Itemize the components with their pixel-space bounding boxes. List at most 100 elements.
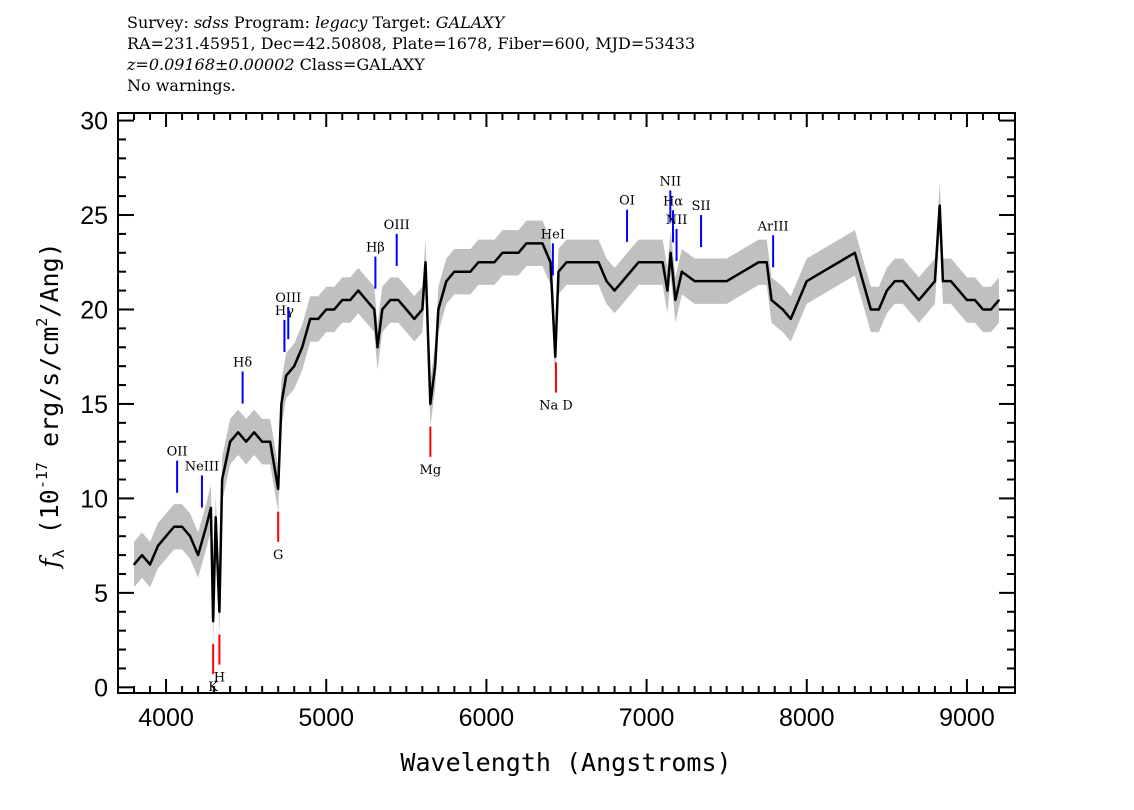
emission-line-label: Hα — [663, 194, 683, 209]
flux-point — [629, 270, 632, 273]
x-tick-label: 6000 — [459, 704, 515, 732]
flux-point — [681, 270, 683, 273]
flux-point — [376, 346, 379, 349]
flux-point — [453, 270, 456, 273]
flux-point — [445, 280, 448, 282]
flux-point — [477, 261, 480, 264]
flux-point — [389, 299, 392, 301]
survey-label: Survey: — [127, 13, 189, 32]
y-title-f: f — [35, 555, 64, 570]
flux-point — [229, 440, 231, 443]
flux-point — [413, 318, 416, 320]
flux-point — [605, 280, 608, 282]
flux-line — [133, 204, 1000, 623]
flux-point — [181, 525, 183, 528]
flux-point — [485, 261, 488, 264]
axis-ticks: 4000 5000 6000 7000 8000 9000 0 5 10 15 20 25 30 — [80, 108, 1016, 732]
flux-point — [280, 403, 283, 405]
header-coordinates-line: RA=231.45951, Dec=42.50808, Plate=1678, … — [127, 34, 696, 53]
flux-point — [653, 261, 656, 264]
flux-point — [765, 261, 768, 264]
flux-point — [434, 365, 436, 367]
flux-point — [149, 563, 151, 566]
flux-point — [253, 431, 255, 434]
y-tick-label: 0 — [94, 674, 108, 702]
flux-point — [309, 318, 312, 320]
flux-point — [349, 299, 352, 301]
flux-point — [285, 374, 287, 377]
x-tick-label: 8000 — [779, 704, 835, 732]
flux-point — [189, 535, 191, 537]
spectral-line-markers: OIINeIIIHδHγOIIIHβOIIIHeIOINIIHαNIISIIAr… — [167, 174, 789, 695]
emission-line-label: HeI — [541, 227, 565, 242]
flux-point — [938, 204, 941, 207]
class-value: Class=GALAXY — [299, 55, 425, 74]
target-value: GALAXY — [435, 13, 505, 32]
x-tick-label: 9000 — [939, 704, 995, 732]
flux-point — [173, 525, 175, 528]
flux-point — [789, 318, 792, 320]
survey-value: sdss — [193, 13, 229, 32]
y-tick-label: 5 — [94, 580, 108, 608]
y-title-c: /Ang) — [35, 242, 64, 317]
spectrum-header: Survey: sdss Program: legacy Target: GAL… — [127, 12, 695, 96]
flux-point — [261, 440, 263, 443]
flux-point — [621, 280, 624, 282]
flux-point — [942, 280, 944, 282]
flux-point — [157, 544, 159, 547]
emission-line-label: Hγ — [275, 304, 294, 319]
flux-point — [237, 431, 239, 434]
flux-point — [549, 261, 552, 264]
y-title-sub: λ — [50, 549, 68, 558]
flux-point — [757, 261, 760, 264]
header-redshift-line: z=0.09168±0.00002 Class=GALAXY — [127, 54, 695, 75]
flux-point — [565, 261, 568, 264]
flux-point — [666, 289, 669, 292]
target-label: Target: — [372, 13, 431, 32]
flux-point — [770, 299, 773, 301]
y-tick-label: 20 — [80, 296, 108, 324]
program-label: Program: — [233, 13, 310, 32]
flux-point — [934, 280, 936, 282]
flux-point — [854, 252, 856, 254]
flux-point — [821, 270, 824, 273]
flux-point — [218, 610, 221, 613]
flux-point — [613, 289, 616, 292]
flux-point — [998, 299, 1000, 301]
header-warnings-line: No warnings. — [127, 76, 236, 95]
flux-point — [870, 308, 872, 311]
flux-point — [245, 440, 247, 443]
flux-point — [862, 280, 864, 282]
flux-point — [437, 308, 440, 311]
flux-point — [405, 308, 408, 311]
emission-line-label: NeIII — [185, 459, 219, 474]
flux-point — [581, 261, 584, 264]
flux-point — [212, 620, 214, 623]
y-title-a: (10 — [35, 489, 64, 549]
flux-point — [269, 440, 271, 443]
x-tick-label: 4000 — [138, 704, 194, 732]
flux-point — [381, 308, 384, 311]
absorption-line-label: G — [273, 548, 283, 563]
emission-line-label: SII — [691, 199, 710, 214]
flux-point — [301, 346, 304, 349]
flux-point — [886, 289, 888, 292]
flux-point — [373, 308, 376, 311]
flux-point — [341, 299, 344, 301]
flux-point — [902, 280, 904, 282]
flux-point — [966, 299, 968, 301]
flux-point — [974, 299, 976, 301]
flux-point — [958, 289, 960, 292]
flux-point — [493, 261, 496, 264]
program-value: legacy — [315, 13, 368, 32]
flux-point — [221, 478, 223, 481]
flux-point — [661, 261, 664, 264]
y-tick-label: 30 — [80, 108, 108, 136]
flux-point — [133, 563, 135, 566]
flux-point — [421, 308, 424, 311]
absorption-line-label: Mg — [420, 463, 442, 478]
flux-point — [317, 318, 320, 320]
flux-point — [205, 525, 207, 528]
y-axis-title: fλ (10-17 erg/s/cm2/Ang) — [33, 242, 68, 569]
